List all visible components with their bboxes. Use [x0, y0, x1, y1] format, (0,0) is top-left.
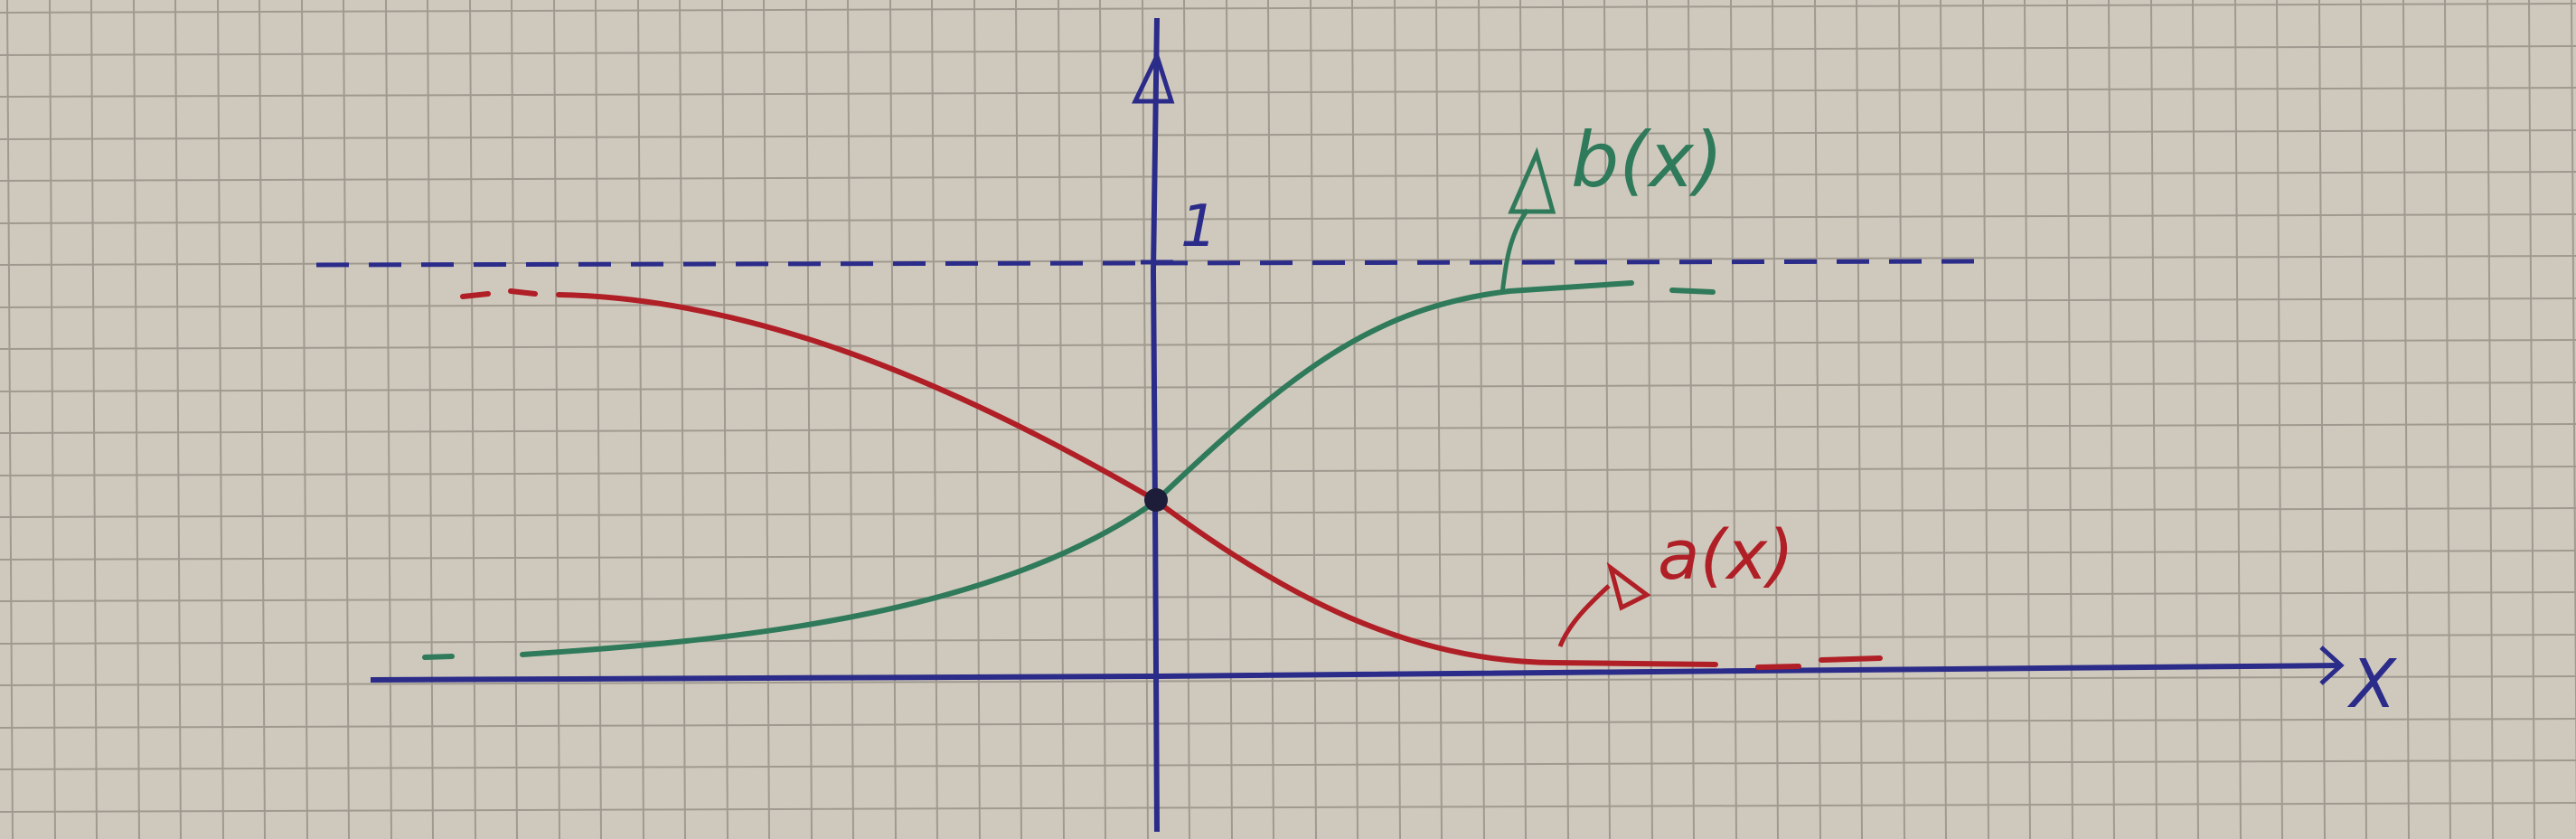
curve-a-pointer-arrowhead	[1606, 561, 1651, 611]
curve-b-pointer-arrowhead	[1508, 146, 1556, 214]
grid-line-vertical	[469, 0, 476, 839]
x-axis-arrowhead	[2319, 646, 2345, 685]
grid-line-vertical	[2444, 0, 2451, 839]
grid-line-vertical	[2276, 0, 2283, 839]
grid-line-vertical	[679, 0, 686, 839]
grid-line-vertical	[259, 0, 266, 839]
grid-line-vertical	[2024, 0, 2031, 839]
grid-line-vertical	[1099, 0, 1106, 839]
grid-line-vertical	[595, 0, 602, 839]
grid-line-vertical	[2192, 0, 2199, 839]
grid-line-vertical	[2402, 0, 2410, 839]
grid-line-vertical	[1603, 0, 1611, 839]
curve-a-label-pointer	[1557, 584, 1611, 647]
grid-line-vertical	[511, 0, 518, 839]
grid-line-vertical	[1646, 0, 1653, 839]
grid-line-vertical	[217, 0, 224, 839]
grid-line-horizontal	[0, 634, 2576, 645]
grid-line-vertical	[1730, 0, 1737, 839]
grid-line-vertical	[1435, 0, 1443, 839]
grid-line-horizontal	[0, 675, 2576, 686]
grid-line-vertical	[174, 0, 182, 839]
grid-line-vertical	[2528, 0, 2535, 839]
grid-line-vertical	[553, 0, 560, 839]
y-axis-arrowhead	[1132, 50, 1175, 104]
grid-line-vertical	[2318, 0, 2326, 839]
grid-line-vertical	[1015, 0, 1022, 839]
grid-line-horizontal	[0, 718, 2576, 729]
grid-line-vertical	[2108, 0, 2115, 839]
curve-b-label-pointer	[1500, 208, 1530, 295]
curve-b-label: b(x)	[1571, 116, 1724, 204]
grid-line-horizontal	[0, 171, 2576, 182]
grid-line-horizontal	[0, 802, 2576, 813]
grid-line-horizontal	[0, 423, 2576, 434]
grid-line-horizontal	[0, 339, 2576, 350]
grid-line-vertical	[2487, 0, 2494, 839]
grid-line-vertical	[1478, 0, 1485, 839]
grid-line-horizontal	[0, 466, 2576, 476]
grid-line-vertical	[1142, 0, 1149, 839]
x-axis-label: X	[2346, 646, 2398, 723]
grid-line-vertical	[805, 0, 813, 839]
grid-line-vertical	[1226, 0, 1233, 839]
grid-line-vertical	[1267, 0, 1274, 839]
grid-line-vertical	[2360, 0, 2367, 839]
curve-a-label: a(x)	[1658, 514, 1794, 595]
grid-line-vertical	[1814, 0, 1821, 839]
grid-line-vertical	[343, 0, 350, 839]
grid-line-vertical	[1982, 0, 1989, 839]
y-tick-one-label: 1	[1180, 193, 1217, 260]
grid-line-vertical	[90, 0, 98, 839]
grid-line-horizontal	[0, 45, 2576, 56]
grid-line-vertical	[1898, 0, 1905, 839]
grid-line-horizontal	[0, 759, 2576, 770]
grid-line-vertical	[1688, 0, 1695, 839]
grid-line-horizontal	[0, 87, 2576, 98]
intersection-point	[1144, 488, 1168, 512]
grid-line-horizontal	[0, 213, 2576, 224]
grid-line-vertical	[1856, 0, 1863, 839]
grid-line-vertical	[2234, 0, 2242, 839]
grid-line-vertical	[1351, 0, 1359, 839]
grid-line-horizontal	[0, 297, 2576, 308]
grid-line-vertical	[2571, 0, 2576, 839]
grid-line-horizontal	[0, 507, 2576, 518]
grid-line-vertical	[133, 0, 140, 839]
grid-line-vertical	[1394, 0, 1401, 839]
grid-line-vertical	[2066, 0, 2073, 839]
grid-line-horizontal	[0, 591, 2576, 602]
grid-line-vertical	[931, 0, 938, 839]
grid-line-vertical	[1310, 0, 1317, 839]
grid-line-vertical	[1562, 0, 1569, 839]
grid-line-vertical	[973, 0, 981, 839]
grid-line-horizontal	[0, 550, 2576, 561]
grid-line-vertical	[1058, 0, 1065, 839]
grid-line-vertical	[2150, 0, 2158, 839]
grid-line-vertical	[1519, 0, 1527, 839]
curve-a	[460, 288, 1883, 670]
grid-line-horizontal	[0, 3, 2576, 14]
grid-line-vertical	[1183, 0, 1190, 839]
grid-line-vertical	[847, 0, 854, 839]
curve-b	[422, 280, 1716, 660]
grid-line-vertical	[427, 0, 434, 839]
grid-line-vertical	[385, 0, 392, 839]
asymptote-line-y-one	[315, 259, 1985, 268]
grid-line-vertical	[889, 0, 897, 839]
grid-line-vertical	[721, 0, 729, 839]
grid-line-vertical	[301, 0, 308, 839]
grid-line-vertical	[1940, 0, 1947, 839]
y-axis	[1150, 17, 1160, 833]
grid-line-vertical	[1772, 0, 1779, 839]
grid-line-vertical	[637, 0, 644, 839]
grid-line-horizontal	[0, 129, 2576, 140]
grid-line-vertical	[763, 0, 770, 839]
